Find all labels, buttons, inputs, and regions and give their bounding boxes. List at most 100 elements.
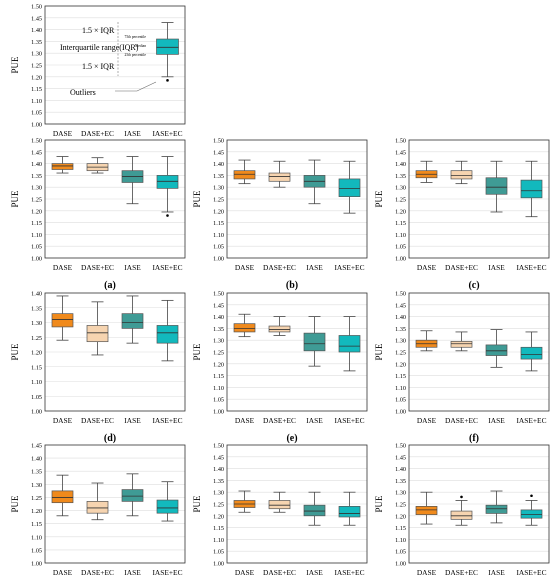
x-tick-label: DASE — [235, 416, 255, 425]
y-tick-label: 1.45 — [395, 302, 406, 309]
y-tick-label: 1.00 — [31, 561, 42, 568]
x-tick-label: IASE+EC — [334, 568, 364, 577]
panel-label: (f) — [469, 433, 479, 444]
y-tick-label: 1.10 — [213, 537, 224, 544]
plot-frame — [226, 444, 368, 564]
x-tick-label: DASE+EC — [81, 129, 114, 138]
y-tick-label: 1.00 — [31, 409, 42, 416]
y-axis-label: PUE — [374, 495, 384, 513]
box-dase-ec — [86, 501, 109, 514]
plot-frame — [44, 444, 186, 564]
y-tick-label: 1.05 — [395, 549, 406, 556]
y-tick-label: 1.25 — [213, 350, 224, 357]
y-tick-label: 1.20 — [395, 361, 406, 368]
y-tick-label: 1.15 — [213, 373, 224, 380]
p75-label: 75th percentile — [125, 35, 147, 39]
x-tick-label: IASE — [488, 416, 505, 425]
y-tick-label: 1.35 — [31, 39, 42, 46]
y-tick-label: 1.05 — [395, 397, 406, 404]
box-iase — [485, 344, 508, 356]
y-axis-label: PUE — [10, 495, 20, 513]
y-tick-label: 1.00 — [213, 561, 224, 568]
y-tick-label: 1.30 — [395, 338, 406, 345]
x-tick-label: DASE+EC — [445, 568, 478, 577]
y-tick-label: 1.25 — [213, 197, 224, 204]
y-tick-label: 1.45 — [395, 454, 406, 461]
plot-frame — [226, 292, 368, 412]
plot-frame — [408, 292, 550, 412]
y-tick-label: 1.10 — [395, 537, 406, 544]
y-tick-label: 1.05 — [395, 244, 406, 251]
y-axis-label: PUE — [374, 190, 384, 208]
x-tick-label: DASE — [53, 129, 73, 138]
box-iase — [121, 313, 144, 329]
x-tick-label: IASE — [488, 568, 505, 577]
y-tick-label: 1.45 — [31, 149, 42, 156]
box-dase-ec — [268, 325, 291, 333]
y-tick-label: 1.50 — [213, 291, 224, 298]
x-tick-label: DASE+EC — [81, 416, 114, 425]
x-tick-label: IASE — [124, 129, 141, 138]
y-axis-label: PUE — [192, 343, 202, 361]
y-tick-label: 1.25 — [213, 502, 224, 509]
x-tick-label: DASE+EC — [445, 263, 478, 272]
y-tick-label: 1.45 — [213, 454, 224, 461]
plot-frame — [44, 5, 186, 125]
x-tick-label: IASE — [306, 263, 323, 272]
y-tick-label: 1.15 — [31, 220, 42, 227]
y-tick-label: 1.15 — [395, 373, 406, 380]
box-dase-ec — [450, 170, 473, 180]
y-tick-label: 1.40 — [213, 466, 224, 473]
y-tick-label: 1.35 — [213, 173, 224, 180]
y-tick-label: 1.50 — [213, 443, 224, 450]
y-tick-label: 1.30 — [395, 185, 406, 192]
y-tick-label: 1.50 — [31, 4, 42, 11]
y-tick-label: 1.10 — [213, 385, 224, 392]
y-tick-label: 1.25 — [395, 197, 406, 204]
median-label: Median — [135, 44, 146, 48]
outliers-pointer — [115, 81, 157, 92]
x-tick-label: IASE — [306, 416, 323, 425]
x-tick-label: IASE — [124, 263, 141, 272]
y-axis-label: PUE — [192, 495, 202, 513]
y-tick-label: 1.05 — [31, 394, 42, 401]
y-tick-label: 1.05 — [213, 549, 224, 556]
x-tick-label: DASE — [235, 568, 255, 577]
box-iase-ec — [156, 175, 179, 189]
y-tick-label: 1.15 — [213, 525, 224, 532]
y-tick-label: 1.45 — [213, 302, 224, 309]
y-axis-label: PUE — [10, 190, 20, 208]
x-tick-label: IASE+EC — [516, 416, 546, 425]
plot-frame — [408, 444, 550, 564]
y-tick-label: 1.10 — [31, 232, 42, 239]
y-tick-label: 1.00 — [31, 122, 42, 129]
y-tick-label: 1.35 — [213, 478, 224, 485]
x-tick-label: DASE — [53, 416, 73, 425]
panel-label: (b) — [286, 280, 298, 291]
chart-panel-1: 1.00 1.05 1.10 1.15 1.20 1.25 1.30 1.35 1.40 1.45… — [10, 138, 186, 291]
iqr-upper-label: 1.5 × IQR — [82, 26, 115, 35]
y-tick-label: 1.05 — [213, 244, 224, 251]
x-tick-label: IASE+EC — [334, 416, 364, 425]
x-tick-label: DASE+EC — [263, 416, 296, 425]
y-tick-label: 1.40 — [213, 314, 224, 321]
y-tick-label: 1.05 — [31, 110, 42, 117]
y-tick-label: 1.40 — [213, 161, 224, 168]
plot-frame — [408, 139, 550, 259]
y-tick-label: 1.00 — [395, 409, 406, 416]
x-tick-label: IASE+EC — [334, 263, 364, 272]
y-tick-label: 1.00 — [213, 256, 224, 263]
y-tick-label: 1.40 — [31, 27, 42, 34]
box-iase-ec — [520, 346, 543, 360]
y-axis-label: PUE — [10, 343, 20, 361]
y-tick-label: 1.30 — [395, 490, 406, 497]
y-tick-label: 1.40 — [31, 456, 42, 463]
x-tick-label: DASE+EC — [263, 568, 296, 577]
box-dase-ec — [268, 172, 291, 182]
x-tick-label: DASE+EC — [81, 568, 114, 577]
chart-panel-7: 1.00 1.05 1.10 1.15 1.20 1.25 1.30 1.35 1.40 1.45… — [10, 443, 186, 577]
y-tick-label: 1.10 — [31, 98, 42, 105]
plot-frame — [44, 139, 186, 259]
panel-label: (c) — [468, 280, 479, 291]
